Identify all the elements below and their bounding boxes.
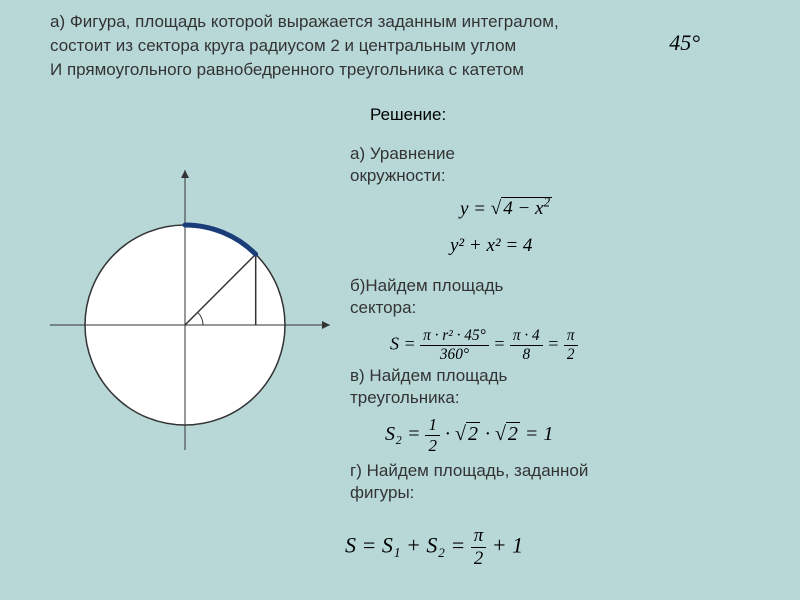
dot-1: · [445,423,455,445]
geometry-diagram [30,150,340,460]
solution-heading: Решение: [370,105,446,125]
section-a-label: а) Уравнение окружности: [350,143,500,187]
f4-lhs: S₂ = [385,423,425,445]
f4-tail: = 1 [525,423,554,445]
equals-2: = [547,334,564,354]
formula-triangle-area: S₂ = 12 · 2 · 2 = 1 [385,415,553,456]
frac-2: π · 48 [510,327,543,364]
frac-half: 12 [425,415,440,456]
frac-final: π2 [471,525,486,570]
section-g-label: г) Найдем площадь, заданной фигуры: [350,460,630,504]
f3-lhs: S = [390,334,420,354]
sqrt-icon-2 [455,423,466,445]
header-line-1: а) Фигура, площадь которой выражается за… [50,10,559,34]
dot-2: · [485,423,495,445]
sqrt2-a: 2 [466,422,480,445]
header-line-2: состоит из сектора круга радиусом 2 и це… [50,34,559,58]
x-axis-arrow [322,321,330,329]
y-axis-arrow [181,170,189,178]
header-line-3: И прямоугольного равнобедренного треугол… [50,58,559,82]
f5-tail: + 1 [492,533,523,558]
problem-statement: а) Фигура, площадь которой выражается за… [50,10,559,81]
section-b-label: б)Найдем площадь сектора: [350,275,550,319]
frac-3: π2 [564,327,578,364]
equals-1: = [493,334,510,354]
section-v-label: в) Найдем площадь треугольника: [350,365,550,409]
sqrt-icon [491,198,501,219]
formula-sector-area: S = π · r² · 45°360° = π · 48 = π2 [390,327,578,364]
formula-circle-y: y = 4 − x2 [460,195,552,220]
frac-1: π · r² · 45°360° [420,327,489,364]
f1-lhs: y = [460,198,491,219]
formula-circle-eq: y² + x² = 4 [450,235,532,257]
sqrt2-b: 2 [506,422,520,445]
f1-radicand: 4 − x2 [501,197,552,219]
angle-value: 45° [669,30,700,56]
f5-lhs: S = S₁ + S₂ = [345,533,471,558]
sqrt-icon-3 [495,423,506,445]
formula-total-area: S = S₁ + S₂ = π2 + 1 [345,525,523,570]
